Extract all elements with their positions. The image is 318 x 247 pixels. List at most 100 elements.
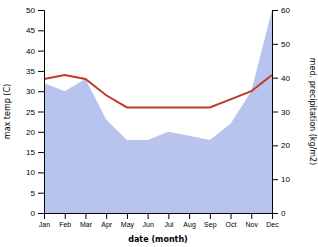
tick-mark (127, 213, 128, 219)
tick-label: Aug (183, 221, 196, 229)
tick-mark (38, 193, 44, 194)
tick-label: Apr (101, 221, 113, 229)
tick: Aug (183, 213, 196, 229)
tick-label: Jul (164, 221, 173, 228)
tick: 15 (26, 148, 44, 157)
tick-label: 10 (26, 168, 35, 177)
tick: 0 (272, 209, 286, 218)
tick-mark (272, 179, 278, 180)
tick: Jun (142, 213, 153, 228)
tick: 10 (272, 175, 290, 184)
tick: Mar (80, 213, 93, 228)
tick-label: 5 (31, 189, 36, 198)
tick-label: Mar (80, 221, 93, 228)
axis-line (38, 11, 45, 214)
tick-mark (38, 10, 44, 11)
axis-line (45, 214, 273, 220)
tick: 60 (272, 6, 290, 15)
tick-label: 25 (26, 108, 35, 117)
tick-mark (85, 213, 86, 219)
tick-label: Jan (39, 221, 50, 228)
tick-mark (38, 172, 44, 173)
tick-mark (231, 213, 232, 219)
tick-label: Nov (246, 221, 259, 228)
tick: 5 (31, 189, 44, 198)
tick-label: 20 (26, 128, 35, 137)
tick-label: Dec (266, 221, 279, 228)
chart: JanFebMarAprMayJunJulAugSepOctNovDec0510… (0, 0, 318, 247)
tick: 50 (26, 6, 44, 15)
tick-label: 35 (26, 67, 35, 76)
tick-mark (272, 213, 278, 214)
x-axis: Jan Feb Mar Apr May Jun Jul Aug Sep Oct Nov Dec (39, 213, 279, 229)
tick: 30 (26, 87, 44, 96)
tick: 40 (26, 47, 44, 56)
tick-mark (38, 213, 44, 214)
plot-area (44, 10, 272, 213)
tick-mark (148, 213, 149, 219)
tick: 35 (26, 67, 44, 76)
tick-mark (38, 152, 44, 153)
tick-label: 40 (26, 47, 35, 56)
tick: 0 (31, 209, 44, 218)
tick-label: 30 (26, 87, 35, 96)
tick-mark (272, 78, 278, 79)
tick-mark (272, 112, 278, 113)
tick: 25 (26, 108, 44, 117)
y-axis-title: max temp (C) (3, 84, 12, 139)
tick: 30 (272, 108, 290, 117)
tick-label: Feb (59, 221, 71, 228)
tick: 10 (26, 168, 44, 177)
tick-label: Jun (142, 221, 153, 228)
tick: May (121, 213, 135, 229)
tick: Nov (246, 213, 259, 228)
x-axis-title: date (month) (128, 235, 188, 244)
tick: 50 (272, 40, 290, 49)
tick: 40 (272, 74, 290, 83)
tick-label: 50 (281, 40, 290, 49)
axis-line (273, 11, 279, 214)
line (44, 75, 272, 107)
tick-label: 10 (281, 175, 290, 184)
tick-mark (38, 51, 44, 52)
tick-mark (189, 213, 190, 219)
tick: 20 (26, 128, 44, 137)
tick-label: 40 (281, 74, 290, 83)
tick-mark (38, 30, 44, 31)
tick-label: 50 (26, 6, 35, 15)
tick: Jan (39, 213, 50, 228)
tick-label: 15 (26, 148, 35, 157)
y-axis: 0 5 10 15 20 25 30 35 40 45 50 (26, 6, 44, 218)
tick-mark (38, 91, 44, 92)
tick: Feb (59, 213, 71, 228)
tick-mark (38, 112, 44, 113)
tick: Apr (101, 213, 113, 229)
tick: Jul (164, 213, 173, 228)
tick-mark (272, 44, 278, 45)
tick-mark (251, 213, 252, 219)
tick-label: May (121, 221, 135, 229)
tick-mark (38, 132, 44, 133)
tick: Oct (226, 213, 237, 228)
tick-label: 60 (281, 6, 290, 15)
tick: Dec (266, 213, 279, 228)
tick-mark (106, 213, 107, 219)
tick-label: 45 (26, 26, 35, 35)
tick: 45 (26, 26, 44, 35)
tick: Sep (204, 213, 217, 229)
tick-mark (65, 213, 66, 219)
tick-mark (38, 71, 44, 72)
tick: 20 (272, 141, 290, 150)
tick-mark (272, 10, 278, 11)
tick-label: 20 (281, 141, 290, 150)
tick-mark (210, 213, 211, 219)
tick-label: 0 (31, 209, 36, 218)
tick-mark (272, 145, 278, 146)
tick-label: 0 (281, 209, 286, 218)
tick-label: Oct (226, 221, 237, 228)
y2-axis: 0 10 20 30 40 50 60 (272, 6, 290, 218)
tick-mark (168, 213, 169, 219)
tick-label: Sep (204, 221, 217, 229)
area (44, 10, 272, 213)
y2-axis-title: med. precipitation (kg/m2) (308, 58, 317, 165)
